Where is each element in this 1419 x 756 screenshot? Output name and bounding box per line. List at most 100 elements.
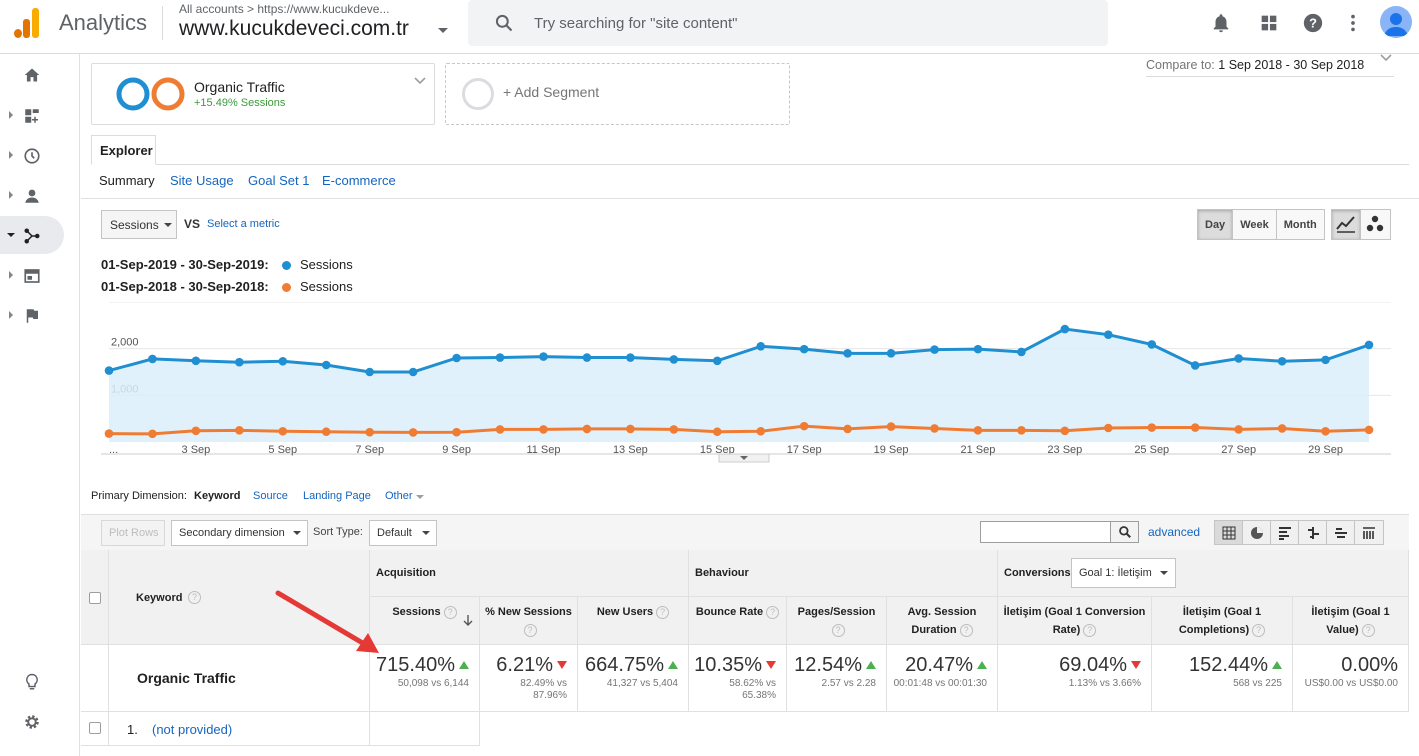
nav-home[interactable]: [0, 56, 64, 94]
help-icon[interactable]: ?: [1083, 623, 1097, 637]
data-point-previous: [408, 428, 418, 437]
column-header[interactable]: % New Sessions?: [480, 597, 578, 645]
pivot-view-button[interactable]: [1355, 521, 1383, 544]
bell-icon[interactable]: [1210, 12, 1232, 34]
column-header-label: Avg. Session Duration: [907, 606, 977, 636]
nav-acquisition[interactable]: [0, 216, 64, 254]
date-compare[interactable]: Compare to: 1 Sep 2018 - 30 Sep 2018: [1146, 58, 1364, 72]
data-view-button[interactable]: [1215, 521, 1243, 544]
search-input[interactable]: [534, 12, 1074, 34]
subtab-goal-set-1[interactable]: Goal Set 1: [248, 173, 310, 188]
data-point-previous: [1060, 426, 1070, 436]
column-header[interactable]: New Users?: [578, 597, 689, 645]
nav-discover[interactable]: [0, 662, 64, 700]
top-bar: Analytics All accounts > https://www.kuc…: [0, 0, 1419, 54]
total-comparison: 82.49% vs 87.96%: [520, 678, 567, 701]
segment-card[interactable]: Organic Traffic +15.49% Sessions: [91, 63, 435, 125]
sort-type-select[interactable]: Default: [369, 520, 437, 546]
conversions-group-label: Conversions: [1004, 567, 1071, 579]
account-breadcrumb[interactable]: All accounts > https://www.kucukdeve...: [179, 2, 390, 16]
subtab-summary[interactable]: Summary: [99, 173, 155, 188]
data-point-previous: [1147, 423, 1157, 432]
help-icon[interactable]: ?: [831, 623, 845, 637]
account-selector[interactable]: www.kucukdeveci.com.tr: [179, 17, 409, 40]
subtab-ecommerce[interactable]: E-commerce: [322, 173, 396, 188]
data-point-previous: [1321, 426, 1330, 436]
search-bar[interactable]: [468, 0, 1108, 46]
chevron-down-icon[interactable]: [414, 76, 426, 86]
add-segment-circle-icon: [462, 78, 494, 110]
comparison-view-button[interactable]: [1299, 521, 1327, 544]
sort-descending-icon[interactable]: [463, 615, 473, 627]
row-keyword-link[interactable]: (not provided): [152, 722, 233, 737]
secondary-dimension-select[interactable]: Secondary dimension: [171, 520, 308, 546]
data-point-previous: [1277, 424, 1287, 433]
more-vert-icon[interactable]: [1342, 12, 1364, 34]
plot-rows-button[interactable]: Plot Rows: [101, 520, 165, 546]
chevron-down-icon[interactable]: [438, 28, 448, 33]
dimension-other[interactable]: Other: [385, 490, 413, 502]
dimension-source[interactable]: Source: [253, 490, 288, 502]
line-chart-button[interactable]: [1332, 210, 1361, 239]
data-point-current: [669, 355, 679, 364]
help-icon[interactable]: ?: [188, 591, 201, 604]
dimension-keyword[interactable]: Keyword: [194, 490, 241, 502]
x-tick-label: 27 Sep: [1221, 444, 1256, 456]
help-icon[interactable]: ?: [1252, 623, 1266, 637]
goal-select[interactable]: Goal 1: İletişim: [1071, 558, 1176, 588]
percentage-view-button[interactable]: [1243, 521, 1271, 544]
period-month-button[interactable]: Month: [1283, 219, 1317, 231]
table-filter-input[interactable]: [980, 521, 1111, 543]
subtab-site-usage[interactable]: Site Usage: [170, 173, 234, 188]
help-icon[interactable]: ?: [1361, 623, 1375, 637]
row-checkbox[interactable]: [89, 722, 101, 734]
metric-select[interactable]: Sessions: [101, 210, 177, 239]
help-icon[interactable]: ?: [1302, 12, 1324, 34]
account-avatar-icon[interactable]: [1380, 6, 1412, 38]
column-header[interactable]: Avg. Session Duration?: [887, 597, 998, 645]
help-icon[interactable]: ?: [959, 623, 973, 637]
data-point-previous: [669, 425, 679, 434]
total-cell: 69.04% 1.13% vs 3.66%: [998, 645, 1152, 712]
table-search-button[interactable]: [1111, 521, 1139, 543]
data-point-previous: [278, 426, 288, 436]
dimension-landing-page[interactable]: Landing Page: [303, 490, 371, 502]
period-week-button[interactable]: Week: [1233, 210, 1277, 239]
column-header[interactable]: Sessions?: [370, 597, 480, 645]
motion-chart-button[interactable]: [1361, 210, 1390, 239]
advanced-filter-link[interactable]: advanced: [1148, 525, 1201, 539]
select-metric-link[interactable]: Select a metric: [207, 218, 280, 230]
date-chevron-icon[interactable]: [1380, 54, 1392, 62]
nav-behaviour[interactable]: [0, 256, 64, 294]
nav-conversions[interactable]: [0, 296, 64, 334]
data-point-current: [712, 356, 722, 366]
column-header[interactable]: İletişim (Goal 1 Value)?: [1293, 597, 1409, 645]
help-icon[interactable]: ?: [443, 605, 457, 619]
add-segment-button[interactable]: + Add Segment: [445, 63, 790, 125]
data-point-current: [539, 352, 548, 361]
data-point-current: [321, 360, 331, 370]
help-icon[interactable]: ?: [523, 623, 537, 637]
column-header[interactable]: Bounce Rate?: [689, 597, 787, 645]
data-point-previous: [1234, 425, 1243, 434]
tab-explorer[interactable]: Explorer: [91, 135, 156, 165]
column-header[interactable]: Pages/Session?: [787, 597, 887, 645]
apps-grid-icon[interactable]: [1258, 12, 1280, 34]
select-all-checkbox[interactable]: [89, 592, 101, 604]
total-cell: 152.44% 568 vs 225: [1152, 645, 1293, 712]
help-icon[interactable]: ?: [766, 605, 780, 619]
help-icon[interactable]: ?: [656, 605, 670, 619]
data-point-current: [843, 349, 852, 358]
period-day-button[interactable]: Day: [1198, 210, 1234, 239]
column-header[interactable]: İletişim (Goal 1 Conversion Rate)?: [998, 597, 1152, 645]
performance-view-button[interactable]: [1271, 521, 1299, 544]
nav-customization[interactable]: [0, 96, 64, 134]
nav-realtime[interactable]: [0, 136, 64, 174]
nav-audience[interactable]: [0, 176, 64, 214]
analytics-logo-icon[interactable]: [12, 8, 42, 38]
nav-admin[interactable]: [0, 702, 64, 740]
term-cloud-button[interactable]: [1327, 521, 1355, 544]
keyword-header[interactable]: Keyword ?: [109, 550, 370, 645]
column-header[interactable]: İletişim (Goal 1 Completions)?: [1152, 597, 1293, 645]
